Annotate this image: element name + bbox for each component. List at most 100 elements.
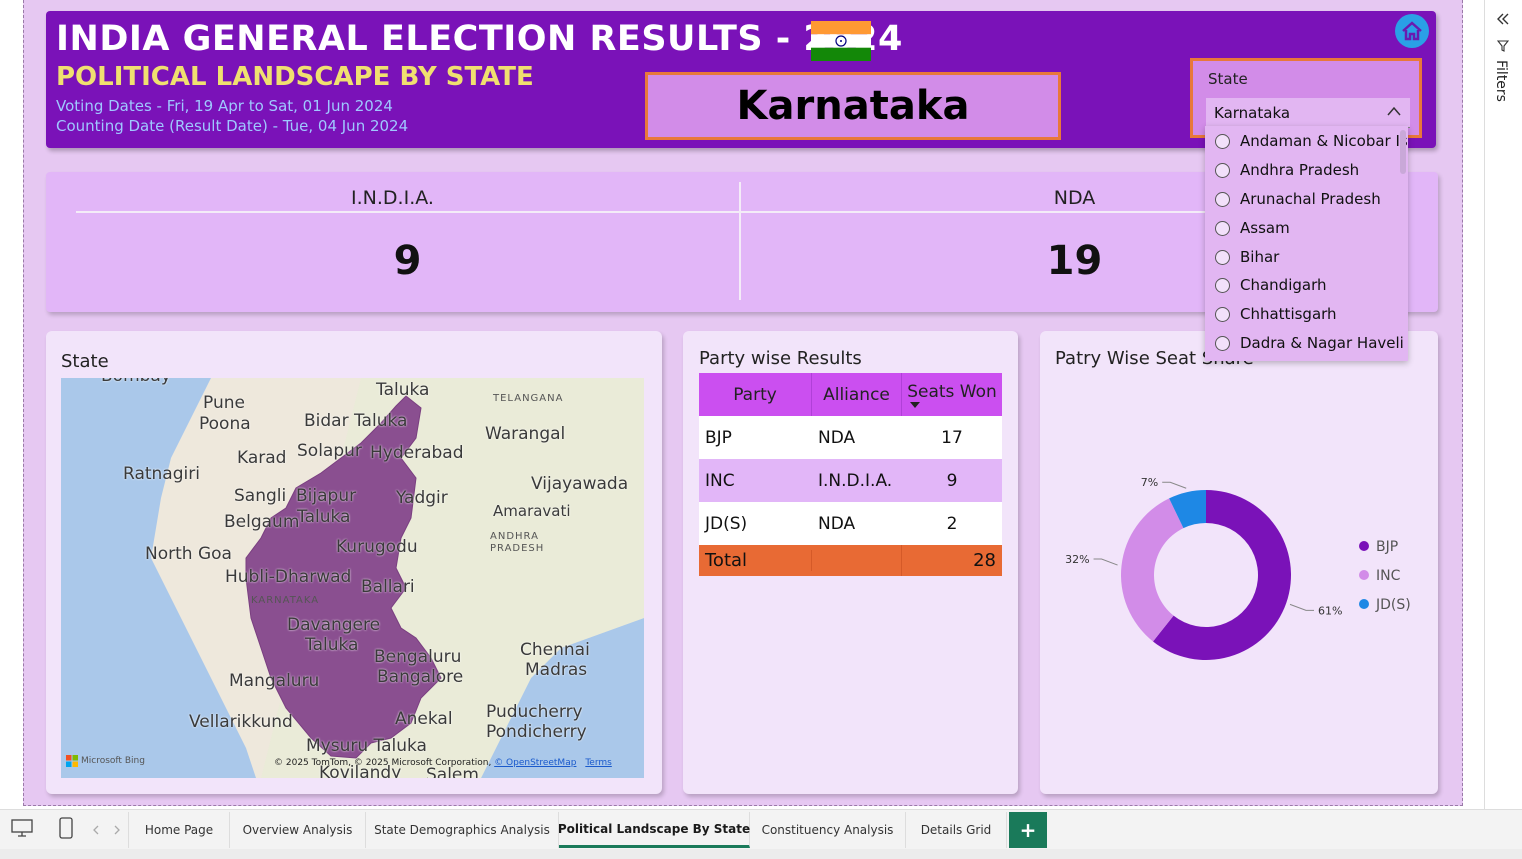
map-label: Davangere xyxy=(287,615,381,635)
slicer-dropdown[interactable]: Karnataka xyxy=(1206,98,1410,128)
report-title: INDIA GENERAL ELECTION RESULTS - 2024 xyxy=(56,19,903,59)
slicer-options-list[interactable]: Andaman & Nicobar Is... Andhra Pradesh A… xyxy=(1205,126,1408,361)
map-label: Sangli xyxy=(234,486,287,506)
sort-descending-icon xyxy=(910,401,920,408)
legend-label[interactable]: INC xyxy=(1376,568,1401,584)
counting-date: Counting Date (Result Date) - Tue, 04 Ju… xyxy=(56,117,409,135)
filters-pane[interactable]: Filters xyxy=(1484,0,1522,809)
donut-chart[interactable]: 61% 32% 7% BJP INC JD(S) xyxy=(1040,331,1438,794)
map-label: Puducherry xyxy=(486,702,583,722)
map-label: Vijayawada xyxy=(531,474,629,494)
data-label: 32% xyxy=(1065,553,1089,566)
map-label: Pondicherry xyxy=(486,722,587,742)
table-row[interactable]: JD(S) NDA 2 xyxy=(699,502,1002,545)
kpi-underline xyxy=(741,211,1408,213)
map-label: Taluka xyxy=(376,380,430,400)
donut-slice-jds[interactable] xyxy=(1169,490,1206,529)
radio-icon[interactable] xyxy=(1215,162,1230,178)
map-label: Bidar Taluka xyxy=(304,411,408,431)
map-label: Kurugodu xyxy=(336,537,418,557)
tab-overview-analysis[interactable]: Overview Analysis xyxy=(230,812,366,848)
radio-icon[interactable] xyxy=(1215,277,1230,293)
map-label: Yadgir xyxy=(396,488,448,508)
legend-marker[interactable] xyxy=(1359,599,1369,609)
legend-marker[interactable] xyxy=(1359,570,1369,580)
chevron-up-icon[interactable] xyxy=(1386,105,1402,117)
map-attribution: © 2025 TomTom, © 2025 Microsoft Corporat… xyxy=(274,758,612,768)
radio-icon[interactable] xyxy=(1215,220,1230,236)
column-header-alliance[interactable]: Alliance xyxy=(812,373,902,416)
desktop-view-icon[interactable] xyxy=(11,819,33,837)
map-label: Ratnagiri xyxy=(123,464,200,484)
chevron-left-icon[interactable] xyxy=(92,825,100,835)
legend-label[interactable]: JD(S) xyxy=(1375,597,1411,613)
radio-icon[interactable] xyxy=(1215,249,1230,265)
legend-label[interactable]: BJP xyxy=(1376,539,1398,555)
map-label: Chennai xyxy=(520,640,590,660)
slicer-option[interactable]: Andhra Pradesh xyxy=(1205,156,1405,184)
filters-label: Filters xyxy=(1493,60,1509,102)
terms-link[interactable]: Terms xyxy=(585,758,612,768)
donut-slice-inc[interactable] xyxy=(1121,498,1184,642)
slicer-label: State xyxy=(1208,70,1248,88)
tab-constituency-analysis[interactable]: Constituency Analysis xyxy=(750,812,906,848)
dropdown-scrollbar[interactable] xyxy=(1400,130,1406,174)
radio-icon[interactable] xyxy=(1215,335,1230,351)
slicer-option[interactable]: Dadra & Nagar Haveli ... xyxy=(1205,329,1408,357)
india-flag-icon xyxy=(811,21,871,61)
tab-details-grid[interactable]: Details Grid xyxy=(906,812,1007,848)
table-row[interactable]: INC I.N.D.I.A. 9 xyxy=(699,459,1002,502)
radio-icon[interactable] xyxy=(1215,306,1230,322)
slicer-option[interactable]: Assam xyxy=(1205,214,1405,242)
map-card: State Bombay Pune Poona Taluka Bidar Tal… xyxy=(46,331,662,794)
party-results-card: Party wise Results Party Alliance Seats … xyxy=(683,331,1018,794)
map-label: Hubli-Dharwad xyxy=(225,567,352,587)
data-label-leader xyxy=(1289,603,1315,611)
map-label: ANDHRA PRADESH xyxy=(490,531,545,554)
map-label: Bengaluru xyxy=(374,647,462,667)
map-label: Mangaluru xyxy=(229,671,320,691)
collapse-chevrons-icon[interactable] xyxy=(1496,12,1510,26)
data-label: 7% xyxy=(1141,476,1158,489)
mobile-view-icon[interactable] xyxy=(59,817,73,839)
map-label: TELANGANA xyxy=(493,393,564,404)
slicer-option[interactable]: Andaman & Nicobar Is... xyxy=(1205,127,1408,155)
slicer-option[interactable]: Arunachal Pradesh xyxy=(1205,185,1405,213)
tab-home-page[interactable]: Home Page xyxy=(128,812,230,848)
state-slicer[interactable]: State Karnataka xyxy=(1190,58,1422,138)
add-page-button[interactable]: + xyxy=(1009,812,1047,848)
map-label: Ballari xyxy=(361,577,415,597)
column-header-seats[interactable]: Seats Won xyxy=(902,373,1002,416)
state-map[interactable]: Bombay Pune Poona Taluka Bidar Taluka TE… xyxy=(61,378,644,778)
kpi-underline xyxy=(76,211,739,213)
nda-value: 19 xyxy=(1046,238,1103,284)
slicer-option[interactable]: Bihar xyxy=(1205,243,1405,271)
total-value: 28 xyxy=(973,550,996,571)
map-label: Bijapur xyxy=(296,486,357,506)
map-label: Warangal xyxy=(485,424,566,444)
slicer-selected-value: Karnataka xyxy=(1214,104,1291,122)
map-label: KARNATAKA xyxy=(251,595,320,606)
column-header-party[interactable]: Party xyxy=(699,373,812,416)
india-label: I.N.D.I.A. xyxy=(351,187,434,209)
slicer-option[interactable]: Chandigarh xyxy=(1205,271,1405,299)
openstreetmap-link[interactable]: © OpenStreetMap xyxy=(494,758,577,768)
map-label: Poona xyxy=(199,414,251,434)
table-row[interactable]: BJP NDA 17 xyxy=(699,416,1002,459)
map-label: Hyderabad xyxy=(370,443,464,463)
tab-political-landscape[interactable]: Political Landscape By State xyxy=(558,812,750,848)
legend-marker[interactable] xyxy=(1359,541,1369,551)
map-background xyxy=(61,378,644,778)
radio-icon[interactable] xyxy=(1215,133,1230,149)
chevron-right-icon[interactable] xyxy=(113,825,121,835)
map-label: Madras xyxy=(525,660,588,680)
data-label: 61% xyxy=(1318,604,1342,617)
tab-state-demographics[interactable]: State Demographics Analysis xyxy=(366,812,559,848)
radio-icon[interactable] xyxy=(1215,191,1230,207)
selected-state-card: Karnataka xyxy=(645,72,1061,140)
donut-slice-bjp[interactable] xyxy=(1153,490,1291,660)
party-results-table: Party Alliance Seats Won BJP NDA 17 INC … xyxy=(699,373,1002,576)
map-label: Taluka xyxy=(297,507,351,527)
home-button[interactable] xyxy=(1395,14,1429,48)
slicer-option[interactable]: Chhattisgarh xyxy=(1205,300,1405,328)
